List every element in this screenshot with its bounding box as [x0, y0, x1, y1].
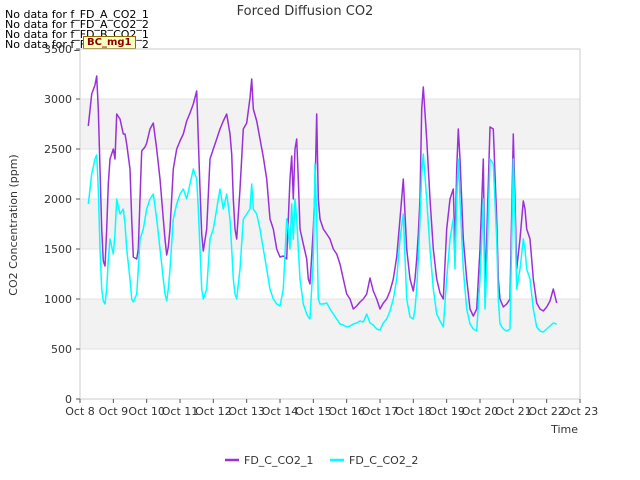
x-tick-label: Oct 18: [395, 405, 432, 418]
legend: FD_C_CO2_1 FD_C_CO2_2: [225, 454, 418, 467]
series-line-fd-c-co2-1: [87, 75, 558, 317]
y-tick-label: 3000: [44, 93, 72, 106]
x-tick-label: Oct 20: [462, 405, 499, 418]
legend-item: FD_C_CO2_2: [330, 454, 418, 467]
x-tick-label: Oct 9: [99, 405, 129, 418]
x-tick-label: Oct 14: [262, 405, 299, 418]
y-tick-label: 500: [51, 343, 72, 356]
x-tick-label: Oct 22: [528, 405, 565, 418]
y-tick-label: 2000: [44, 193, 72, 206]
legend-label: FD_C_CO2_2: [349, 454, 418, 467]
x-tick-label: Oct 8: [65, 405, 95, 418]
x-axis-label: Time: [550, 423, 578, 436]
x-tick-label: Oct 11: [162, 405, 199, 418]
legend-label: FD_C_CO2_1: [244, 454, 313, 467]
y-axis-label: CO2 Concentration (ppm): [7, 154, 20, 295]
x-tick-label: Oct 21: [495, 405, 532, 418]
x-tick-label: Oct 10: [128, 405, 165, 418]
no-data-message: No data for f_FD_A_CO2_2: [5, 18, 149, 31]
series-line-fd-c-co2-2: [87, 153, 557, 333]
y-axis-ticks: 0 500 1000 1500 2000 2500 3000 3500: [44, 43, 80, 406]
chart-title: Forced Diffusion CO2: [237, 4, 374, 19]
y-tick-label: 2500: [44, 143, 72, 156]
grid-bands: [80, 48, 580, 400]
y-tick-label: 0: [65, 393, 72, 406]
x-tick-label: Oct 15: [295, 405, 332, 418]
x-tick-label: Oct 13: [228, 405, 265, 418]
x-tick-label: Oct 12: [195, 405, 232, 418]
x-tick-label: Oct 17: [362, 405, 399, 418]
series-layer: [87, 75, 558, 333]
y-tick-label: 1500: [44, 243, 72, 256]
no-data-message: No data for f_FD_B_CO2_1: [5, 28, 149, 41]
grid-band: [80, 99, 580, 149]
y-tick-label: 3500: [44, 43, 72, 56]
x-tick-label: Oct 19: [428, 405, 465, 418]
x-tick-label: Oct 16: [328, 405, 365, 418]
no-data-message: No data for f_FD_A_CO2_1: [5, 8, 149, 21]
legend-item: FD_C_CO2_1: [225, 454, 313, 467]
grid-band: [80, 299, 580, 349]
y-tick-label: 1000: [44, 293, 72, 306]
no-data-message: No data for f_FD_B_CO2_2: [5, 38, 149, 51]
x-tick-label: Oct 23: [562, 405, 599, 418]
plot-frame: [79, 48, 581, 400]
